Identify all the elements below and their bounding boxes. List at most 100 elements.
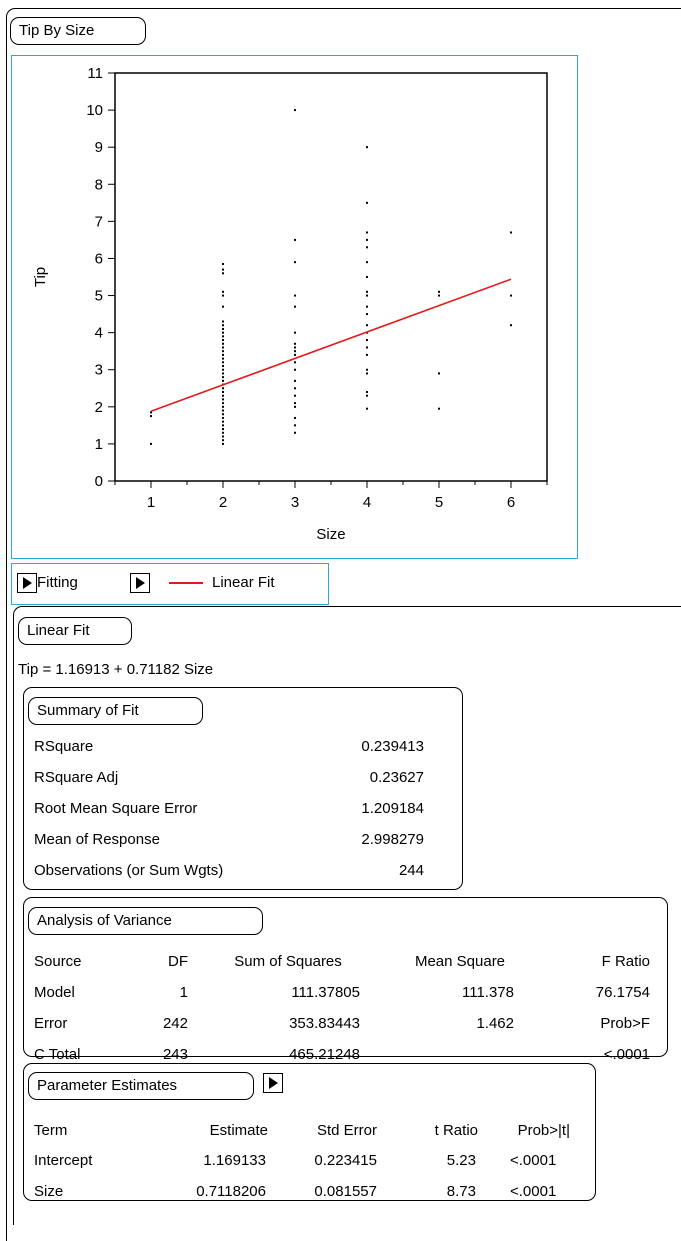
fit-equation: Tip = 1.16913 + 0.71182 Size — [18, 661, 214, 678]
data-point — [222, 405, 224, 408]
data-point — [222, 305, 224, 308]
data-point — [366, 407, 368, 410]
data-point — [222, 372, 224, 375]
y-tick-label: 2 — [95, 399, 103, 416]
y-tick-label: 11 — [87, 65, 103, 82]
data-point — [222, 413, 224, 416]
data-point — [366, 276, 368, 278]
data-point — [366, 313, 368, 316]
parameter-estimates-title-text: Parameter Estimates — [37, 1077, 178, 1094]
y-tick-label: 7 — [95, 213, 103, 230]
data-point — [294, 379, 296, 382]
data-point — [222, 365, 224, 368]
x-tick-label: 5 — [435, 494, 443, 511]
y-tick-label: 10 — [86, 102, 103, 119]
data-point — [222, 290, 224, 293]
anova-header: Mean Square — [414, 953, 506, 970]
params-header: Estimate — [209, 1122, 268, 1139]
data-point — [222, 376, 224, 379]
anova-title-text: Analysis of Variance — [37, 912, 172, 929]
data-point — [222, 346, 224, 349]
fitting-disclosure-icon[interactable] — [17, 573, 37, 593]
data-point — [294, 424, 296, 427]
data-point — [510, 231, 512, 234]
x-tick-label: 6 — [507, 494, 515, 511]
report-title[interactable]: Tip By Size — [10, 17, 146, 45]
data-point — [366, 261, 368, 264]
data-point — [366, 372, 368, 375]
linear-fit-line — [150, 278, 512, 412]
data-point — [222, 320, 224, 323]
summary-of-fit-title[interactable]: Summary of Fit — [28, 697, 203, 725]
params-header: Term — [34, 1122, 68, 1139]
anova-header: Source — [34, 953, 82, 970]
data-point — [222, 435, 224, 438]
plot-frame — [11, 55, 578, 559]
data-point — [222, 409, 224, 412]
data-point — [294, 350, 296, 353]
summary-label: Mean of Response — [34, 831, 160, 848]
report-frame — [6, 8, 681, 1241]
anova-header: DF — [168, 953, 188, 970]
data-point — [294, 387, 296, 390]
anova-header: Sum of Squares — [234, 953, 342, 970]
parameter-estimates-menu-icon[interactable] — [263, 1073, 283, 1093]
y-tick-label: 4 — [95, 325, 103, 342]
data-point — [222, 424, 224, 427]
data-point — [294, 416, 296, 419]
y-tick-label: 3 — [95, 362, 103, 379]
anova-cell: 242 — [162, 1015, 188, 1032]
parameter-estimates-title[interactable]: Parameter Estimates — [28, 1072, 254, 1100]
data-point — [294, 238, 296, 241]
data-point — [294, 294, 296, 297]
anova-cell: Model — [34, 984, 75, 1001]
data-point — [366, 290, 368, 293]
y-tick-label: 6 — [95, 250, 103, 267]
data-point — [366, 368, 368, 371]
data-point — [222, 398, 224, 401]
summary-of-fit-title-text: Summary of Fit — [37, 702, 139, 719]
summary-label: RSquare Adj — [34, 769, 119, 786]
data-point — [222, 342, 224, 345]
summary-label: RSquare — [34, 738, 94, 755]
data-point — [510, 324, 512, 327]
fitting-bar — [11, 563, 329, 605]
data-point — [222, 442, 224, 445]
summary-label: Root Mean Square Error — [34, 800, 198, 817]
params-header: Prob>|t| — [517, 1122, 570, 1139]
params-header: Std Error — [316, 1122, 377, 1139]
data-point — [222, 428, 224, 431]
anova-cell: Prob>F — [600, 1015, 650, 1032]
anova-title[interactable]: Analysis of Variance — [28, 907, 263, 935]
linear-fit-title-text: Linear Fit — [27, 622, 90, 639]
data-point — [222, 294, 224, 297]
data-point — [294, 394, 296, 397]
anova-cell: 353.83443 — [289, 1015, 360, 1032]
data-point — [294, 405, 296, 408]
linear-fit-menu-icon[interactable] — [130, 573, 150, 593]
data-point — [222, 268, 224, 271]
data-point — [366, 294, 368, 297]
data-point — [222, 431, 224, 434]
summary-value: 0.23627 — [369, 769, 424, 786]
linear-fit-legend-label: Linear Fit — [212, 574, 275, 591]
anova-cell: 111.378 — [462, 984, 514, 1001]
data-point — [366, 353, 368, 356]
data-point — [222, 390, 224, 393]
data-point — [294, 402, 296, 405]
data-point — [294, 431, 296, 434]
y-tick-label: 5 — [95, 288, 103, 305]
data-point — [366, 305, 368, 308]
anova-cell: C Total — [34, 1046, 81, 1063]
data-point — [222, 402, 224, 405]
linear-fit-line-swatch — [169, 582, 203, 584]
params-cell: 0.7118206 — [196, 1183, 266, 1200]
y-tick-label: 9 — [95, 139, 103, 156]
data-point — [222, 361, 224, 364]
anova-cell: Error — [34, 1015, 68, 1032]
data-point — [222, 350, 224, 353]
params-header: t Ratio — [434, 1122, 478, 1139]
linear-fit-title[interactable]: Linear Fit — [18, 617, 132, 645]
data-point — [366, 394, 368, 397]
